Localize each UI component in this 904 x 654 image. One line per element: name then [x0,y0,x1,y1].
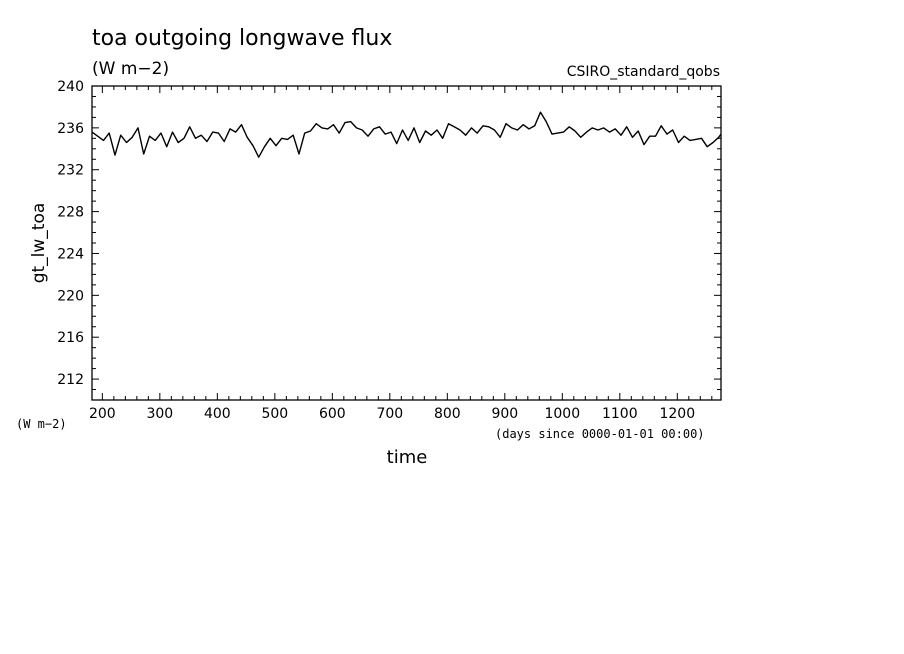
y-axis-units: (W m−2) [16,417,67,431]
x-axis-units: (days since 0000-01-01 00:00) [495,427,705,441]
x-tick-label: 1000 [544,406,580,422]
x-tick-label: 200 [89,406,116,422]
x-tick-label: 300 [146,406,173,422]
x-tick-label: 600 [319,406,346,422]
tick-marks: 212 216 220 224 228 232 236 240 200 300 400 500 600 7… [57,79,721,422]
y-tick-label: 236 [57,121,84,137]
y-tick-label: 220 [57,288,84,304]
dataset-label: CSIRO_standard_qobs [567,64,720,80]
y-tick-label: 232 [57,163,84,179]
chart-title: toa outgoing longwave flux [92,26,392,51]
y-tick-label: 240 [57,79,84,95]
chart-subtitle: (W m−2) [92,59,169,79]
x-tick-label: 400 [204,406,231,422]
series-layer [91,111,722,158]
y-tick-label: 212 [57,372,84,388]
y-axis-label: gt_lw_toa [29,203,49,284]
x-tick-label: 900 [491,406,518,422]
x-tick-label: 1200 [659,406,695,422]
x-tick-label: 1100 [602,406,638,422]
y-tick-label: 216 [57,330,84,346]
x-tick-label: 700 [376,406,403,422]
series-line-0 [91,111,722,158]
x-tick-label: 800 [434,406,461,422]
x-tick-label: 500 [261,406,288,422]
x-axis-label: time [387,447,428,468]
y-tick-label: 228 [57,205,84,221]
y-tick-label: 224 [57,246,84,262]
